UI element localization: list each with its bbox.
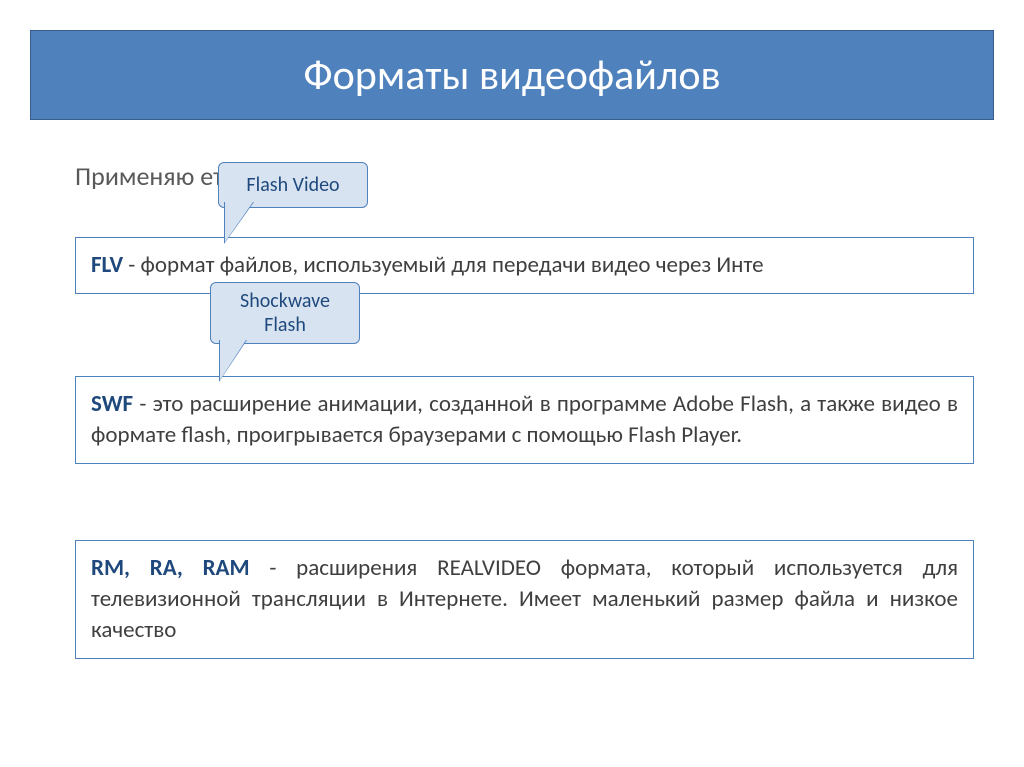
callout-text-2a: Shockwave bbox=[240, 289, 330, 313]
format-box-rm: RM, RA, RAM - расширения REALVIDEO форма… bbox=[75, 540, 974, 659]
callout-text-1: Flash Video bbox=[246, 173, 339, 197]
format-name-rm: RM, RA, RAM bbox=[91, 554, 250, 582]
title-bar: Форматы видеофайлов bbox=[30, 30, 994, 120]
format-name-flv: FLV bbox=[91, 251, 123, 279]
slide-title: Форматы видеофайлов bbox=[303, 50, 720, 101]
callout-tail-1 bbox=[225, 202, 253, 242]
format-desc-flv: - формат файлов, используемый для переда… bbox=[123, 251, 764, 279]
slide-container: Форматы видеофайлов Применяю ете: FLV - … bbox=[0, 0, 1024, 767]
callout-shockwave-flash: Shockwave Flash bbox=[210, 282, 360, 344]
format-name-swf: SWF bbox=[91, 390, 133, 418]
format-desc-swf: - это расширение анимации, созданной в п… bbox=[91, 390, 958, 449]
callout-tail-2 bbox=[220, 340, 246, 380]
callout-text-2b: Flash bbox=[264, 313, 306, 337]
format-box-swf: SWF - это расширение анимации, созданной… bbox=[75, 376, 974, 464]
